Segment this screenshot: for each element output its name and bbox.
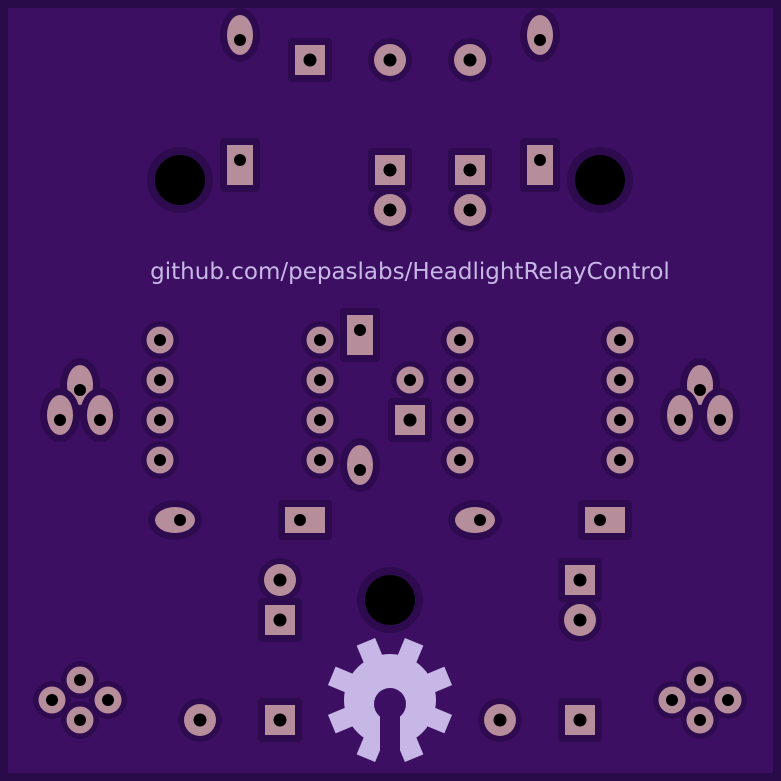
ic2-pin-right-2 bbox=[601, 361, 639, 399]
left-4pin-pad-1 bbox=[61, 661, 99, 699]
diode-2-oval-pad bbox=[448, 500, 502, 540]
ic2-pin-left-2 bbox=[441, 361, 479, 399]
ic1-pin-left-3 bbox=[141, 401, 179, 439]
ic2-pin-left-4 bbox=[441, 441, 479, 479]
ic1-pin-right-1 bbox=[301, 321, 339, 359]
header-pin-2 bbox=[368, 38, 412, 82]
gear-tooth bbox=[394, 637, 424, 670]
left-transistor-pin-right bbox=[80, 388, 120, 442]
mounting-hole-right bbox=[567, 147, 633, 213]
diode-1-rect-pad bbox=[278, 500, 332, 540]
bottom-left-square-pad bbox=[258, 698, 302, 742]
cap-right-pin-round bbox=[558, 598, 602, 642]
gear-tooth bbox=[356, 637, 386, 670]
ic1-pin-right-4 bbox=[301, 441, 339, 479]
mounting-hole-center bbox=[357, 567, 423, 633]
cap-right-pin-square bbox=[558, 558, 602, 602]
pad-layer bbox=[33, 8, 747, 742]
right-4pin-pad-4 bbox=[681, 701, 719, 739]
right-4pin-pad-1 bbox=[681, 661, 719, 699]
center-pin-round bbox=[391, 361, 429, 399]
gear-tooth bbox=[420, 704, 453, 734]
bottom-right-square-pad bbox=[558, 698, 602, 742]
cap-left-pin-round bbox=[258, 558, 302, 602]
left-4pin-pad-3 bbox=[89, 681, 127, 719]
right-4pin-pad-2 bbox=[653, 681, 691, 719]
connector-b-pin-2 bbox=[448, 188, 492, 232]
ic1-pin-right-3 bbox=[301, 401, 339, 439]
ic2-pin-right-1 bbox=[601, 321, 639, 359]
cap-left-pin-square bbox=[258, 598, 302, 642]
ic1-pin-left-2 bbox=[141, 361, 179, 399]
connector-a-pin-2 bbox=[368, 188, 412, 232]
gear-tooth bbox=[394, 730, 424, 763]
diode-2-rect-pad bbox=[578, 500, 632, 540]
left-transistor-pin-left bbox=[40, 388, 80, 442]
connector-a-pin-1 bbox=[368, 148, 412, 192]
right-transistor-pin-right bbox=[700, 388, 740, 442]
ic1-pin-left-4 bbox=[141, 441, 179, 479]
gear-tooth bbox=[356, 730, 386, 763]
ic2-pin-right-4 bbox=[601, 441, 639, 479]
gear-tooth bbox=[420, 666, 453, 696]
silkscreen-label: github.com/pepaslabs/HeadlightRelayContr… bbox=[150, 259, 670, 285]
center-oval-pad bbox=[340, 438, 380, 492]
bottom-left-round-pad bbox=[178, 698, 222, 742]
open-hardware-gear-logo bbox=[327, 637, 453, 763]
relay-pad-left bbox=[220, 138, 260, 192]
center-pin-square bbox=[388, 398, 432, 442]
gear-tooth bbox=[327, 666, 360, 696]
relay-pad-right bbox=[520, 138, 560, 192]
bottom-right-round-pad bbox=[478, 698, 522, 742]
left-4pin-pad-2 bbox=[33, 681, 71, 719]
diode-1-oval-pad bbox=[148, 500, 202, 540]
ic2-pin-left-3 bbox=[441, 401, 479, 439]
gear-tooth bbox=[327, 704, 360, 734]
right-transistor-pin-left bbox=[660, 388, 700, 442]
ic2-pin-right-3 bbox=[601, 401, 639, 439]
ic1-pin-left-1 bbox=[141, 321, 179, 359]
gear-slot bbox=[380, 710, 400, 760]
center-rect-pad bbox=[340, 308, 380, 362]
connector-b-pin-1 bbox=[448, 148, 492, 192]
mounting-hole-left bbox=[147, 147, 213, 213]
board-fill bbox=[8, 8, 773, 773]
ic1-pin-right-2 bbox=[301, 361, 339, 399]
top-left-oval-pad bbox=[220, 8, 260, 62]
ic2-pin-left-1 bbox=[441, 321, 479, 359]
right-4pin-pad-3 bbox=[709, 681, 747, 719]
header-pin-1 bbox=[288, 38, 332, 82]
header-pin-3 bbox=[448, 38, 492, 82]
top-right-oval-pad bbox=[520, 8, 560, 62]
left-4pin-pad-4 bbox=[61, 701, 99, 739]
